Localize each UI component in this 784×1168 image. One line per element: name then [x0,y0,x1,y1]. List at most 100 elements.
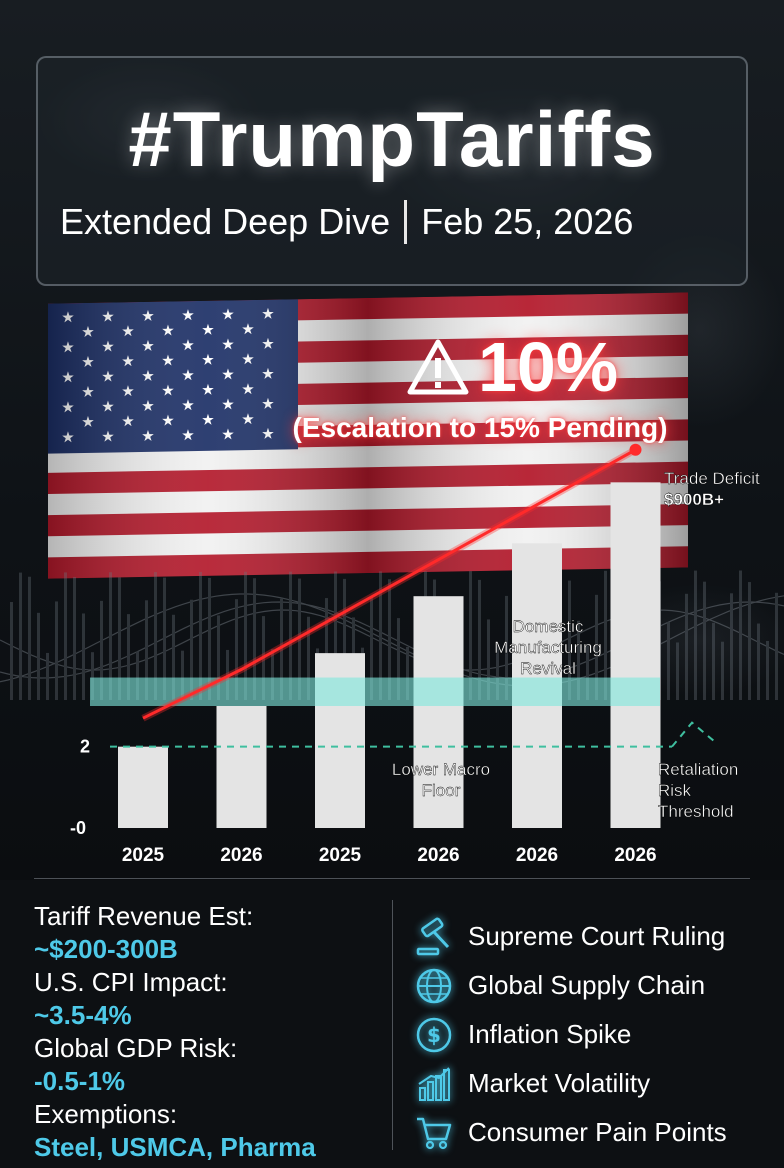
decorative-wave-bar [244,571,247,700]
column-divider [392,900,393,1150]
decorative-wave-bar [37,612,40,700]
decorative-wave-bar [19,572,22,700]
decorative-wave-bar [469,571,472,700]
y-tick-label: 2 [80,737,90,757]
stat-value: -0.5-1% [34,1066,126,1096]
decorative-wave-bar [109,572,112,700]
chart-bar [118,746,168,828]
subtitle-topic: Extended Deep Dive [60,201,391,242]
y-tick-label: -0 [70,818,86,838]
decorative-wave-bar [757,623,760,700]
risk-factor-item: $ Inflation Spike [414,1010,764,1059]
decorative-wave-bar [775,592,778,700]
decorative-wave-bar [703,581,706,700]
decorative-wave-bar [568,580,571,700]
decorative-wave-bar [325,598,328,700]
trend-end-point [629,443,642,456]
shopping-cart-icon [414,1113,454,1153]
stat-value: ~3.5-4% [34,1000,132,1030]
x-tick-label: 2026 [220,845,262,866]
decorative-wave-bar [334,571,337,700]
decorative-wave-bar [46,652,49,700]
x-tick-label: 2025 [319,845,362,866]
warning-icon [407,339,469,395]
tariff-rate-alert: 10% [406,332,666,402]
decorative-wave-bar [676,642,679,700]
decorative-wave-bar [100,600,103,700]
decorative-wave-bar [118,577,121,700]
decorative-wave-bar [172,614,175,700]
decorative-wave-bar [694,570,697,700]
decorative-wave-bar [10,602,13,700]
stat-label: Tariff Revenue Est: [34,901,254,931]
risk-factor-label: Consumer Pain Points [468,1117,727,1147]
trend-line [142,448,637,720]
globe-icon [414,966,454,1006]
x-tick-label: 2025 [122,845,165,866]
risk-factor-item: Consumer Pain Points [414,1108,764,1157]
decorative-wave-bar [748,582,751,700]
decorative-wave [0,601,784,679]
decorative-wave-bar [127,614,130,700]
decorative-wave-bar [667,622,670,700]
x-tick-label: 2026 [614,845,656,866]
decorative-wave-bar [289,571,292,700]
risk-factor-label: Global Supply Chain [468,970,706,1000]
tariff-rate-value: 10% [478,328,619,406]
decorative-wave [0,593,784,687]
chart-bar [413,596,464,828]
gavel-icon [414,917,454,957]
x-tick-label: 2026 [516,845,558,866]
chart-bar [216,706,267,828]
decorative-wave-bar [712,622,715,700]
dollar-coin-icon: $ [414,1015,454,1055]
header-panel [36,56,748,286]
decorative-wave-bar [487,619,490,700]
highlight-band [90,677,660,706]
decorative-wave-bar [235,599,238,700]
bar-chart-icon [414,1064,454,1104]
decorative-wave-bar [82,613,85,700]
stat-value: Steel, USMCA, Pharma [34,1132,316,1162]
svg-text:$: $ [427,1023,441,1047]
decorative-wave-bar [199,571,202,700]
risk-factor-item: Market Volatility [414,1059,764,1108]
decorative-wave-bar [163,577,166,700]
page-title: #TrumpTariffs [128,95,656,183]
risk-factors-list: Supreme Court Ruling Global Supply Chain $… [414,912,764,1157]
decorative-wave-bar [595,594,598,700]
decorative-wave-bar [190,599,193,700]
decorative-wave-bar [181,650,184,700]
decorative-wave-bar [208,577,211,700]
decorative-wave-bar [28,576,31,700]
decorative-wave-bar [136,651,139,700]
decorative-wave-bar [298,578,301,700]
risk-factor-label: Market Volatility [468,1068,651,1098]
decorative-wave-bar [217,615,220,700]
decorative-wave-bar [145,600,148,700]
chart-annotation: Retaliation [658,760,738,779]
risk-factor-item: Global Supply Chain [414,961,764,1010]
decorative-wave-bar [154,572,157,700]
decorative-wave-bar [379,571,382,700]
chart-annotation: Floor [422,781,461,800]
decorative-wave-bar [253,578,256,700]
decorative-wave-bar [388,579,391,700]
chart-annotation: Manufacturing [494,638,602,657]
risk-factor-label: Inflation Spike [468,1019,632,1049]
section-divider [34,878,750,879]
decorative-wave-bar [280,598,283,700]
subtitle-date: Feb 25, 2026 [421,201,634,242]
us-flag-illustration: ★★★★★★★★★★★★★★★★★★★★★★★★★★★★★★★★★★★★★★★★… [48,292,688,579]
chart-annotation: $900B+ [664,490,724,509]
tariff-chart: -0 2 2025 2026 2025 2026 2026 2026 Trade Defic… [0,443,784,866]
chart-annotation: Domestic [513,617,584,636]
decorative-wave-bar [55,601,58,700]
x-tick-label: 2026 [417,845,459,866]
decorative-wave-bar [307,616,310,700]
decorative-wave-bar [343,578,346,700]
key-stats: Tariff Revenue Est: ~$200-300B U.S. CPI Im… [34,900,384,1164]
decorative-wave-bar [586,643,589,700]
stat-value: ~$200-300B [34,934,178,964]
decorative-wave-bar [73,577,76,700]
